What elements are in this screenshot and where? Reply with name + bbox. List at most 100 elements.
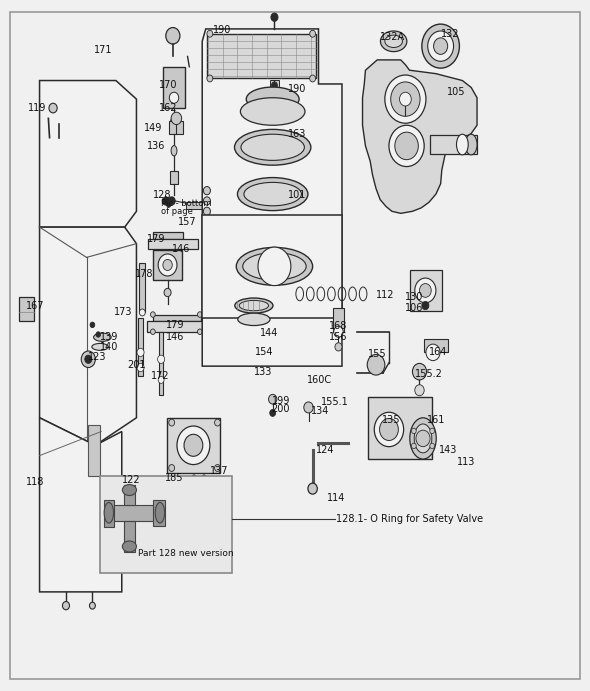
Text: 154: 154 bbox=[255, 348, 274, 357]
Ellipse shape bbox=[240, 97, 305, 125]
Circle shape bbox=[49, 103, 57, 113]
Circle shape bbox=[204, 207, 211, 216]
Circle shape bbox=[426, 344, 440, 361]
Bar bbox=[153, 250, 182, 280]
Text: 173: 173 bbox=[114, 307, 133, 317]
Ellipse shape bbox=[92, 343, 108, 350]
Text: 201: 201 bbox=[127, 360, 146, 370]
Polygon shape bbox=[153, 314, 201, 321]
Circle shape bbox=[162, 197, 169, 205]
Text: 135: 135 bbox=[382, 415, 401, 425]
Text: 190: 190 bbox=[213, 26, 231, 35]
Ellipse shape bbox=[238, 313, 270, 325]
Polygon shape bbox=[153, 232, 183, 239]
Text: 155: 155 bbox=[368, 349, 387, 359]
Text: 112: 112 bbox=[376, 290, 395, 300]
Text: 114: 114 bbox=[327, 493, 346, 503]
Text: 200: 200 bbox=[271, 404, 290, 414]
Ellipse shape bbox=[234, 129, 311, 165]
Bar bbox=[368, 397, 432, 459]
Text: 157: 157 bbox=[178, 216, 196, 227]
Text: 185: 185 bbox=[165, 473, 183, 482]
Polygon shape bbox=[40, 81, 136, 227]
Text: 155.2: 155.2 bbox=[415, 370, 443, 379]
Ellipse shape bbox=[457, 134, 468, 155]
Text: 199: 199 bbox=[271, 395, 290, 406]
Bar bbox=[170, 171, 178, 184]
Text: 162: 162 bbox=[159, 103, 177, 113]
Ellipse shape bbox=[235, 298, 273, 313]
Bar bbox=[333, 307, 344, 332]
Text: 164: 164 bbox=[429, 348, 447, 357]
Bar bbox=[169, 121, 183, 133]
Circle shape bbox=[434, 38, 448, 55]
Bar bbox=[167, 418, 220, 473]
Circle shape bbox=[310, 75, 316, 82]
Ellipse shape bbox=[155, 502, 165, 523]
Text: 122: 122 bbox=[122, 475, 140, 484]
Text: 133: 133 bbox=[254, 367, 272, 377]
Circle shape bbox=[90, 322, 95, 328]
Circle shape bbox=[367, 354, 385, 375]
Circle shape bbox=[163, 260, 172, 270]
Circle shape bbox=[412, 363, 427, 380]
Circle shape bbox=[184, 434, 203, 456]
Polygon shape bbox=[40, 418, 122, 592]
Polygon shape bbox=[40, 227, 136, 445]
Text: 178: 178 bbox=[135, 269, 154, 279]
Circle shape bbox=[389, 125, 424, 167]
Circle shape bbox=[374, 413, 404, 446]
Circle shape bbox=[168, 197, 175, 205]
Circle shape bbox=[192, 475, 196, 480]
Text: 128.1- O Ring for Safety Valve: 128.1- O Ring for Safety Valve bbox=[336, 514, 483, 524]
Bar bbox=[270, 80, 279, 92]
Ellipse shape bbox=[466, 134, 477, 155]
Text: 134: 134 bbox=[312, 406, 330, 416]
Circle shape bbox=[150, 329, 155, 334]
Bar bbox=[186, 202, 204, 209]
Circle shape bbox=[192, 489, 196, 494]
Circle shape bbox=[202, 482, 206, 487]
Circle shape bbox=[171, 117, 178, 126]
Circle shape bbox=[385, 75, 426, 123]
Circle shape bbox=[271, 13, 278, 21]
Circle shape bbox=[169, 464, 175, 471]
Circle shape bbox=[422, 24, 460, 68]
Circle shape bbox=[268, 395, 277, 404]
Circle shape bbox=[335, 343, 342, 351]
Circle shape bbox=[207, 75, 213, 82]
Circle shape bbox=[204, 197, 211, 205]
Circle shape bbox=[271, 82, 277, 88]
Text: ereplacementparts.com: ereplacementparts.com bbox=[204, 338, 386, 353]
Circle shape bbox=[198, 312, 202, 317]
Text: 168: 168 bbox=[329, 321, 348, 331]
Polygon shape bbox=[107, 505, 157, 521]
Circle shape bbox=[158, 377, 164, 384]
Text: 161: 161 bbox=[427, 415, 445, 425]
Text: Pic - bottom: Pic - bottom bbox=[161, 199, 212, 208]
Circle shape bbox=[139, 309, 145, 316]
Circle shape bbox=[63, 602, 70, 609]
Bar bbox=[163, 67, 185, 108]
Circle shape bbox=[204, 187, 211, 195]
Circle shape bbox=[415, 278, 436, 303]
Ellipse shape bbox=[122, 541, 136, 552]
Circle shape bbox=[207, 30, 213, 37]
Circle shape bbox=[192, 482, 196, 487]
Polygon shape bbox=[362, 60, 477, 214]
Ellipse shape bbox=[414, 424, 432, 453]
Text: 172: 172 bbox=[151, 371, 170, 381]
Ellipse shape bbox=[236, 247, 313, 285]
Circle shape bbox=[430, 428, 434, 434]
Circle shape bbox=[81, 351, 96, 368]
Text: 190: 190 bbox=[288, 84, 306, 95]
Circle shape bbox=[169, 92, 179, 103]
Circle shape bbox=[90, 603, 96, 609]
Bar bbox=[202, 215, 342, 318]
Bar bbox=[409, 269, 442, 311]
Text: of page: of page bbox=[161, 207, 193, 216]
Text: 140: 140 bbox=[100, 342, 119, 352]
Ellipse shape bbox=[385, 35, 402, 48]
Circle shape bbox=[171, 112, 182, 124]
Text: 137: 137 bbox=[210, 466, 228, 476]
